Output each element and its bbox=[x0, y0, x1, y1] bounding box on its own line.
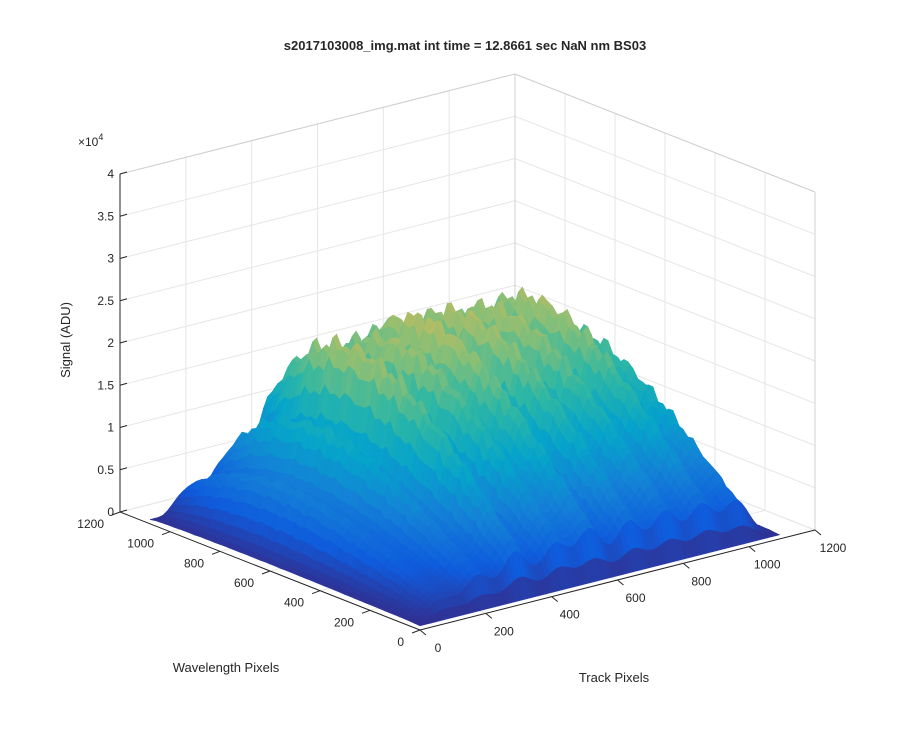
x-tick bbox=[617, 579, 624, 586]
x-tick-label: 600 bbox=[625, 591, 645, 605]
y-tick bbox=[411, 629, 421, 634]
z-tick bbox=[119, 509, 128, 513]
y-tick-label: 800 bbox=[184, 556, 204, 570]
x-tick-label: 400 bbox=[560, 608, 580, 622]
grid-line bbox=[119, 157, 816, 277]
grid-line bbox=[119, 200, 816, 320]
x-tick-label: 1200 bbox=[820, 541, 847, 555]
y-tick-label: 1000 bbox=[127, 537, 154, 551]
y-tick bbox=[111, 511, 121, 516]
y-tick-label: 200 bbox=[334, 615, 354, 629]
y-tick-label: 1200 bbox=[77, 517, 104, 531]
axes-ticks: 0200400600800100012000200400600800100012… bbox=[77, 167, 846, 655]
y-tick bbox=[311, 590, 321, 595]
x-tick bbox=[419, 629, 427, 636]
z-tick-label: 0.5 bbox=[97, 463, 114, 477]
x-tick bbox=[814, 529, 822, 536]
y-tick bbox=[261, 570, 271, 575]
x-tick bbox=[551, 596, 558, 603]
x-tick-label: 0 bbox=[435, 641, 442, 655]
y-tick bbox=[361, 609, 371, 614]
z-tick-label: 1.5 bbox=[97, 378, 114, 392]
y-tick bbox=[161, 531, 171, 536]
y-tick-label: 400 bbox=[284, 596, 304, 610]
y-tick bbox=[211, 550, 221, 555]
surface-patch bbox=[414, 621, 425, 627]
z-tick-label: 1 bbox=[107, 421, 114, 435]
z-tick bbox=[119, 467, 128, 471]
z-tick bbox=[119, 425, 128, 428]
y-tick-label: 600 bbox=[234, 576, 254, 590]
x-tick bbox=[683, 562, 690, 569]
x-tick bbox=[485, 612, 493, 619]
x-tick-label: 200 bbox=[494, 624, 514, 638]
z-tick bbox=[119, 382, 128, 386]
x-tick-label: 800 bbox=[691, 574, 711, 588]
box-edge bbox=[514, 73, 816, 193]
grid-line bbox=[119, 73, 816, 193]
x-tick bbox=[748, 546, 756, 553]
z-tick-label: 0 bbox=[107, 505, 114, 519]
surface-plot bbox=[149, 286, 781, 627]
grid-line bbox=[119, 115, 816, 235]
y-tick-label: 0 bbox=[397, 635, 404, 649]
x-tick-label: 1000 bbox=[754, 558, 781, 572]
box-edge bbox=[119, 73, 516, 175]
